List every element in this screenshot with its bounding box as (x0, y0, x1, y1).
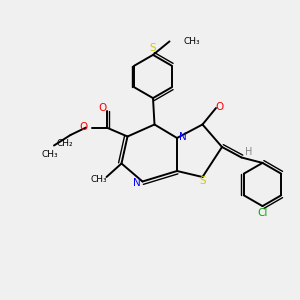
Text: O: O (99, 103, 107, 113)
Text: O: O (215, 101, 224, 112)
Text: CH₃: CH₃ (41, 150, 58, 159)
Text: CH₂: CH₂ (57, 139, 74, 148)
Text: N: N (178, 131, 186, 142)
Text: Cl: Cl (257, 208, 268, 218)
Text: S: S (150, 43, 156, 53)
Text: CH₃: CH₃ (91, 176, 107, 184)
Text: N: N (133, 178, 141, 188)
Text: S: S (199, 176, 206, 186)
Text: O: O (80, 122, 88, 133)
Text: H: H (245, 147, 253, 157)
Text: CH₃: CH₃ (183, 37, 200, 46)
